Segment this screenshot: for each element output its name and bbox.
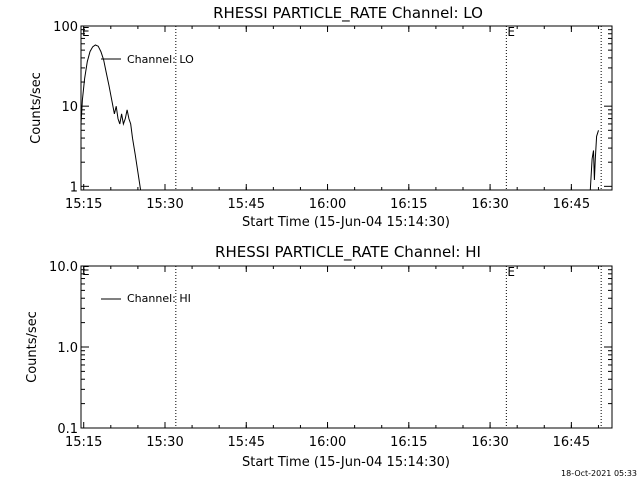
y-tick-label-hi: 1.0 <box>57 341 78 356</box>
y-tick-label-lo: 100 <box>53 20 78 35</box>
y-tick-label-lo: 10 <box>61 100 78 115</box>
x-tick-label-lo: 15:15 <box>65 197 102 212</box>
y-tick-label-hi: 0.1 <box>57 422 78 437</box>
series-line-lo <box>80 44 142 191</box>
y-tick-label-hi: 10.0 <box>49 260 78 275</box>
footer-timestamp: 18-Oct-2021 05:33 <box>561 469 637 478</box>
x-tick-label-hi: 15:45 <box>228 435 265 450</box>
x-tick-label-hi: 15:15 <box>65 435 102 450</box>
plot-frame-lo <box>80 25 613 191</box>
chart-title-lo: RHESSI PARTICLE_RATE Channel: LO <box>213 4 483 23</box>
x-tick-label-hi: 15:30 <box>146 435 183 450</box>
x-tick-label-lo: 16:30 <box>471 197 508 212</box>
x-tick-label-hi: 16:00 <box>309 435 346 450</box>
plot-frame-hi <box>80 265 613 429</box>
series-line-lo <box>589 130 599 191</box>
edge-label-e-hi: E <box>82 264 90 278</box>
legend-label-hi: Channel: HI <box>127 292 191 305</box>
x-tick-label-hi: 16:45 <box>553 435 590 450</box>
x-tick-label-lo: 16:45 <box>553 197 590 212</box>
y-axis-label-lo: Counts/sec <box>29 72 44 144</box>
legend-label-lo: Channel: LO <box>127 53 194 66</box>
x-tick-label-lo: 15:30 <box>146 197 183 212</box>
y-axis-label-hi: Counts/sec <box>25 311 40 383</box>
x-tick-label-lo: 16:00 <box>309 197 346 212</box>
x-tick-label-hi: 16:30 <box>471 435 508 450</box>
x-tick-label-hi: 16:15 <box>390 435 427 450</box>
x-tick-label-lo: 16:15 <box>390 197 427 212</box>
x-axis-label-lo: Start Time (15-Jun-04 15:14:30) <box>242 215 450 230</box>
chart-title-hi: RHESSI PARTICLE_RATE Channel: HI <box>215 243 481 262</box>
event-marker-label-hi: E <box>507 265 515 279</box>
x-tick-label-lo: 15:45 <box>228 197 265 212</box>
y-tick-label-lo: 1 <box>70 180 78 195</box>
event-marker-label-lo: E <box>507 25 515 39</box>
x-axis-label-hi: Start Time (15-Jun-04 15:14:30) <box>242 455 450 470</box>
edge-label-e-lo: E <box>82 25 90 39</box>
